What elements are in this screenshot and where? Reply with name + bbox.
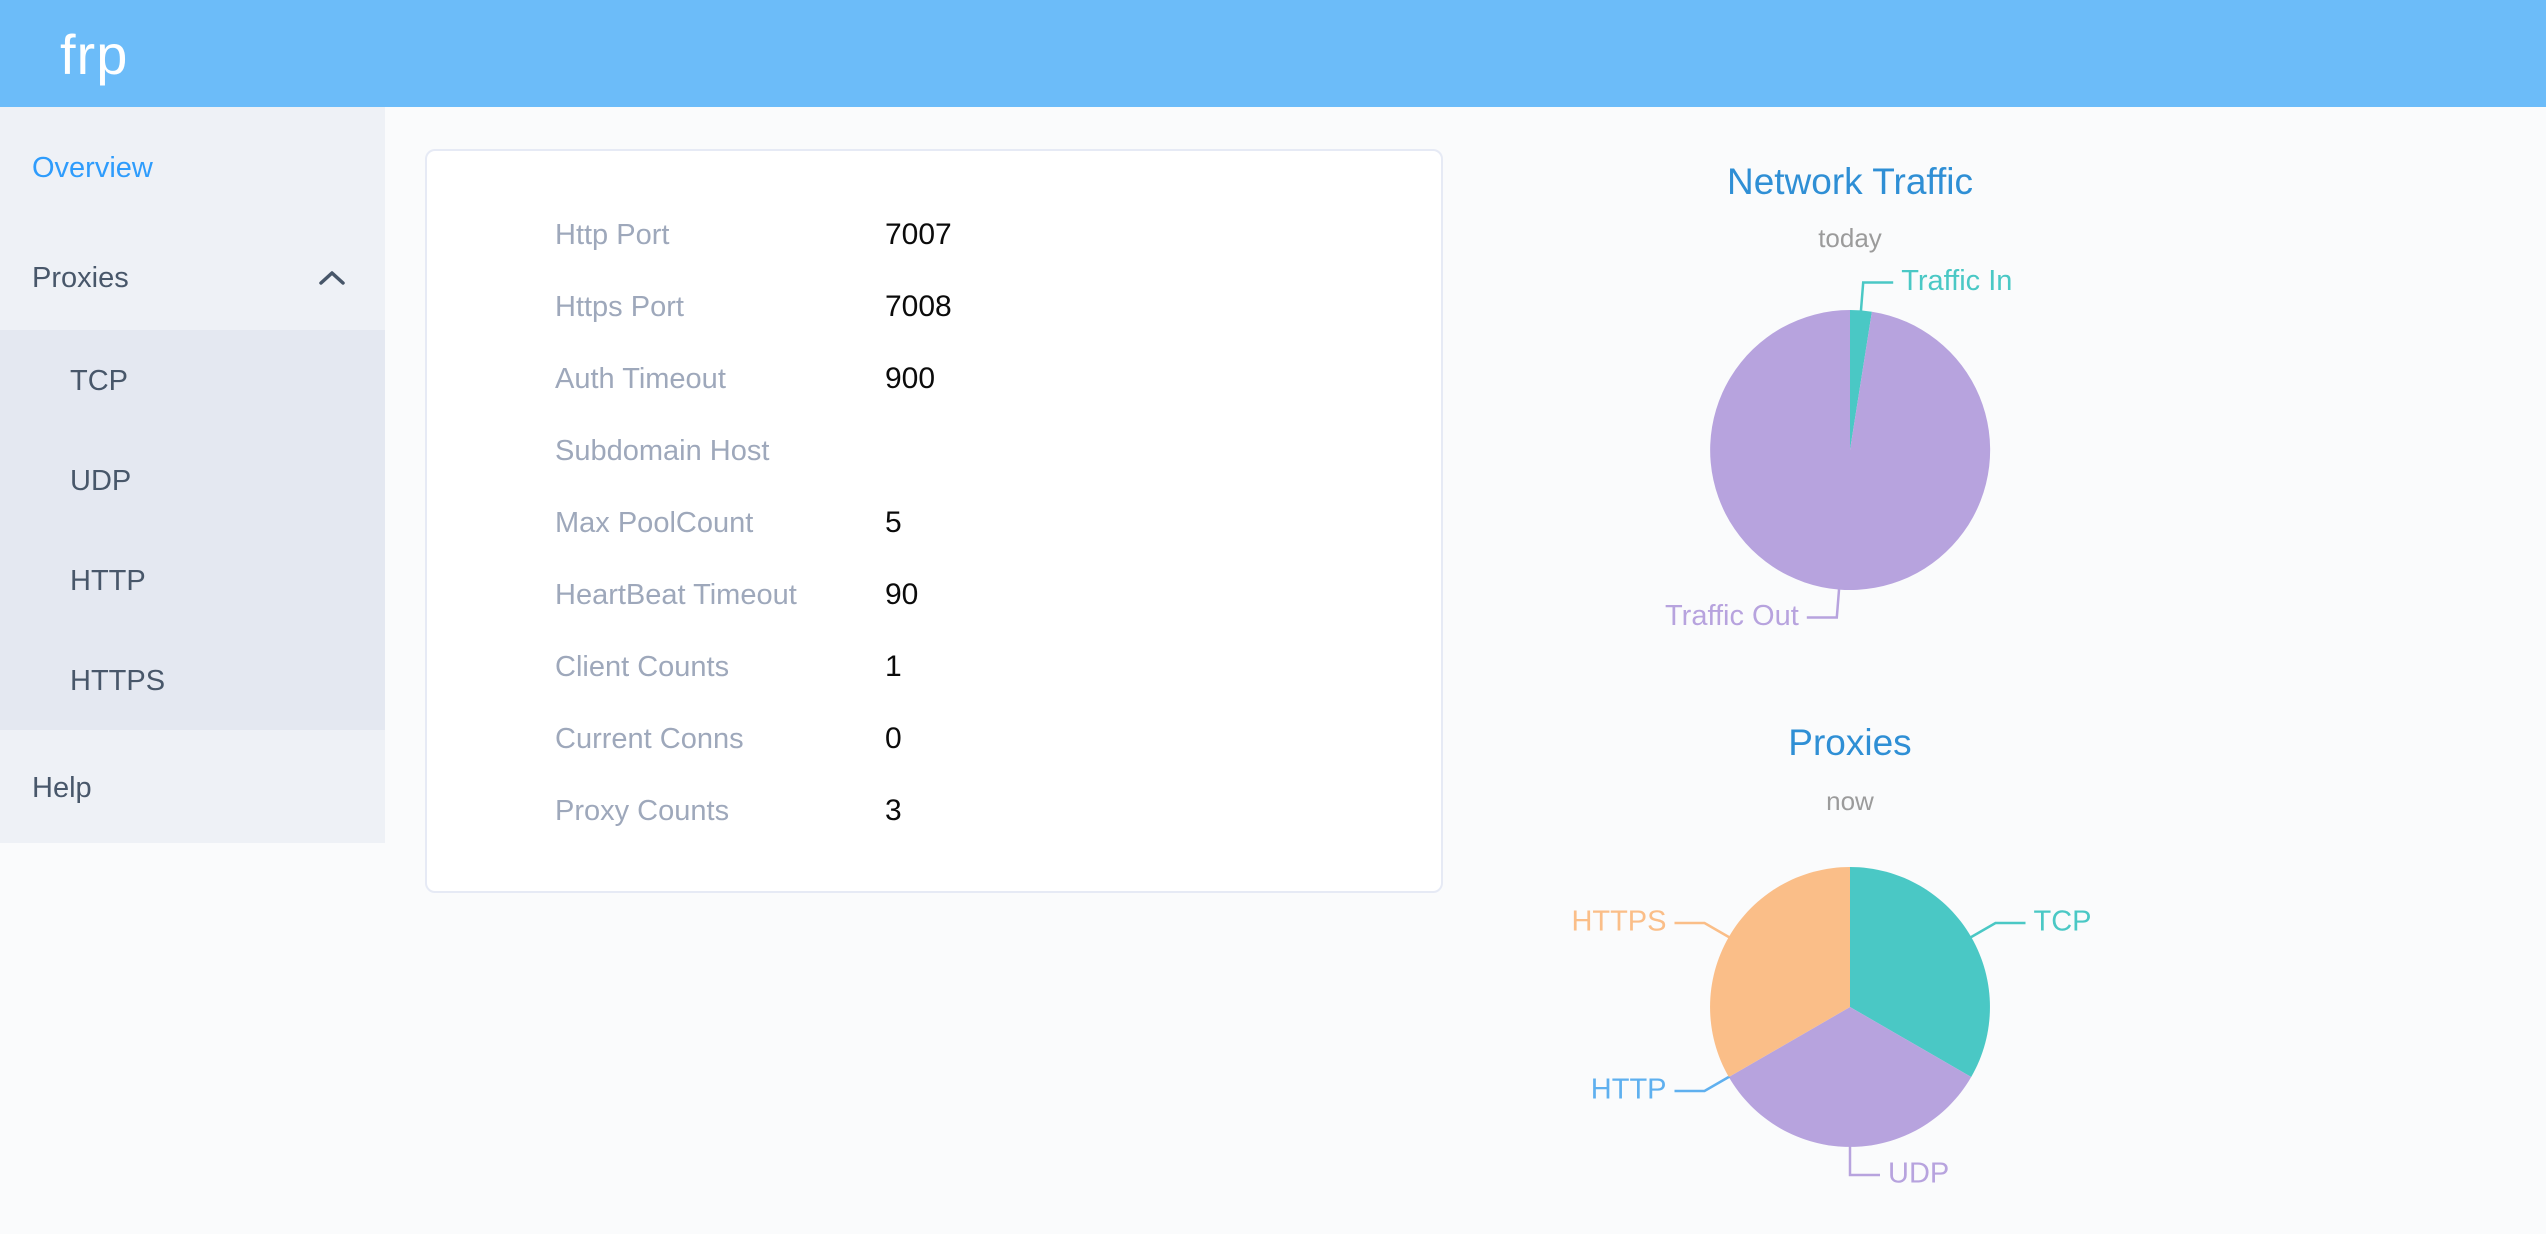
config-row: HeartBeat Timeout 90	[427, 559, 1441, 631]
config-label: Subdomain Host	[555, 434, 770, 467]
pie-label-line	[1859, 281, 1894, 312]
config-value: 90	[885, 578, 919, 611]
chevron-up-icon	[319, 271, 345, 285]
sidebar-item-help[interactable]: Help	[0, 760, 385, 816]
config-value: 5	[885, 506, 902, 539]
sidebar-item-label: UDP	[70, 464, 132, 497]
pie-label-line	[1848, 1146, 1880, 1177]
config-label: Https Port	[555, 290, 684, 323]
pie-label-udp: UDP	[1888, 1158, 1949, 1190]
config-label: Http Port	[555, 218, 670, 251]
pie-label-line	[1674, 1075, 1731, 1093]
config-rows: Http Port 7007 Https Port 7008 Auth Timeout 9…	[427, 151, 1441, 847]
config-row: Http Port 7007	[427, 199, 1441, 271]
config-label: Client Counts	[555, 650, 730, 683]
config-label: HeartBeat Timeout	[555, 578, 797, 611]
proxies-chart: Proxies now TCP UDP HTTP HTTPS	[1571, 722, 2092, 1190]
sidebar-item-tcp[interactable]: TCP	[0, 353, 385, 409]
chart-title: Proxies	[1788, 722, 1911, 763]
sidebar-item-label: TCP	[70, 364, 128, 397]
config-label: Current Conns	[555, 722, 744, 755]
frp-logo: frp	[60, 23, 129, 86]
pie-label-tcp: TCP	[2034, 906, 2092, 938]
config-label: Proxy Counts	[555, 794, 730, 827]
config-row: Max PoolCount 5	[427, 487, 1441, 559]
chart-subtitle: today	[1818, 223, 1882, 253]
pie-label-line	[1674, 921, 1731, 939]
sidebar-item-label: Overview	[32, 151, 153, 184]
chart-subtitle: now	[1826, 786, 1874, 816]
sidebar-item-http[interactable]: HTTP	[0, 553, 385, 609]
pie-slice-traffic-in[interactable]	[1850, 309, 1872, 450]
config-label: Max PoolCount	[555, 506, 754, 539]
config-value: 1	[885, 650, 902, 683]
sidebar-nav: Overview Proxies TCP UDP HTTP HTTPS Help	[0, 107, 385, 843]
sidebar-item-https[interactable]: HTTPS	[0, 653, 385, 709]
config-row: Subdomain Host	[427, 415, 1441, 487]
chart-title: Network Traffic	[1727, 161, 1973, 202]
top-header-bar: frp	[0, 0, 2546, 107]
pie-label-https: HTTPS	[1571, 906, 1666, 938]
config-row: Client Counts 1	[427, 631, 1441, 703]
pie-slice-https[interactable]	[1710, 867, 1850, 1077]
pie-slice-tcp[interactable]	[1850, 867, 1990, 1077]
sidebar-item-label: Proxies	[32, 261, 129, 294]
config-row: Auth Timeout 900	[427, 343, 1441, 415]
pie-label-http: HTTP	[1591, 1074, 1667, 1106]
pie-label-traffic-out: Traffic Out	[1665, 600, 1799, 632]
proxies-submenu: TCP UDP HTTP HTTPS	[0, 330, 385, 730]
pie-label-traffic-in: Traffic In	[1901, 265, 2012, 297]
config-row: Proxy Counts 3	[427, 775, 1441, 847]
sidebar-item-label: Help	[32, 771, 92, 804]
sidebar-item-overview[interactable]: Overview	[0, 140, 385, 196]
pie-label-line	[1806, 588, 1841, 619]
config-row: Https Port 7008	[427, 271, 1441, 343]
server-config-card: Http Port 7007 Https Port 7008 Auth Timeout 9…	[425, 149, 1443, 893]
network-traffic-chart: Network Traffic today Traffic In Traffic …	[1665, 161, 2012, 632]
pie-label-line	[1969, 921, 2026, 939]
config-value: 0	[885, 722, 902, 755]
pie-slice-udp[interactable]	[1728, 1007, 1972, 1147]
pie-slice-traffic-out[interactable]	[1710, 310, 1991, 590]
sidebar-item-label: HTTPS	[70, 664, 166, 697]
config-value: 7007	[885, 218, 952, 251]
config-value: 3	[885, 794, 902, 827]
sidebar-item-proxies[interactable]: Proxies	[0, 250, 385, 306]
config-row: Current Conns 0	[427, 703, 1441, 775]
sidebar-item-label: HTTP	[70, 564, 146, 597]
config-label: Auth Timeout	[555, 362, 726, 395]
sidebar-item-udp[interactable]: UDP	[0, 453, 385, 509]
config-value: 7008	[885, 290, 952, 323]
config-value: 900	[885, 362, 936, 395]
